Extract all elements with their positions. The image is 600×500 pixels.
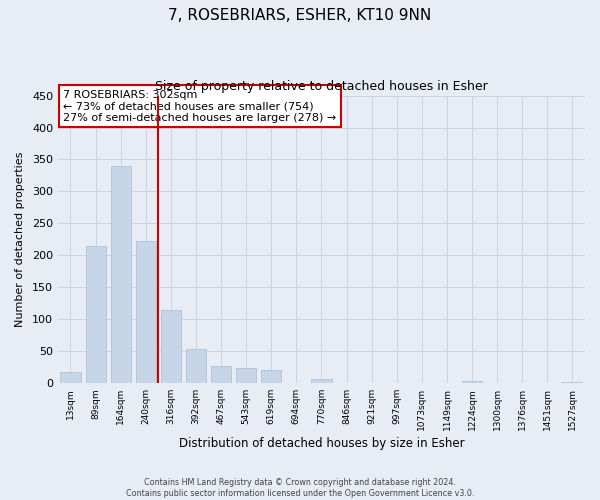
X-axis label: Distribution of detached houses by size in Esher: Distribution of detached houses by size … [179,437,464,450]
Bar [161,310,181,383]
Bar [462,380,482,383]
Title: Size of property relative to detached houses in Esher: Size of property relative to detached ho… [155,80,488,93]
Bar [236,368,256,383]
Bar [136,241,156,383]
Bar [211,366,231,383]
Bar [186,349,206,383]
Bar [562,382,583,383]
Text: 7, ROSEBRIARS, ESHER, KT10 9NN: 7, ROSEBRIARS, ESHER, KT10 9NN [169,8,431,22]
Text: 7 ROSEBRIARS: 302sqm
← 73% of detached houses are smaller (754)
27% of semi-deta: 7 ROSEBRIARS: 302sqm ← 73% of detached h… [63,90,337,123]
Text: Contains HM Land Registry data © Crown copyright and database right 2024.
Contai: Contains HM Land Registry data © Crown c… [126,478,474,498]
Bar [86,246,106,383]
Bar [311,378,332,383]
Bar [110,166,131,383]
Bar [261,370,281,383]
Bar [61,372,80,383]
Y-axis label: Number of detached properties: Number of detached properties [15,152,25,327]
